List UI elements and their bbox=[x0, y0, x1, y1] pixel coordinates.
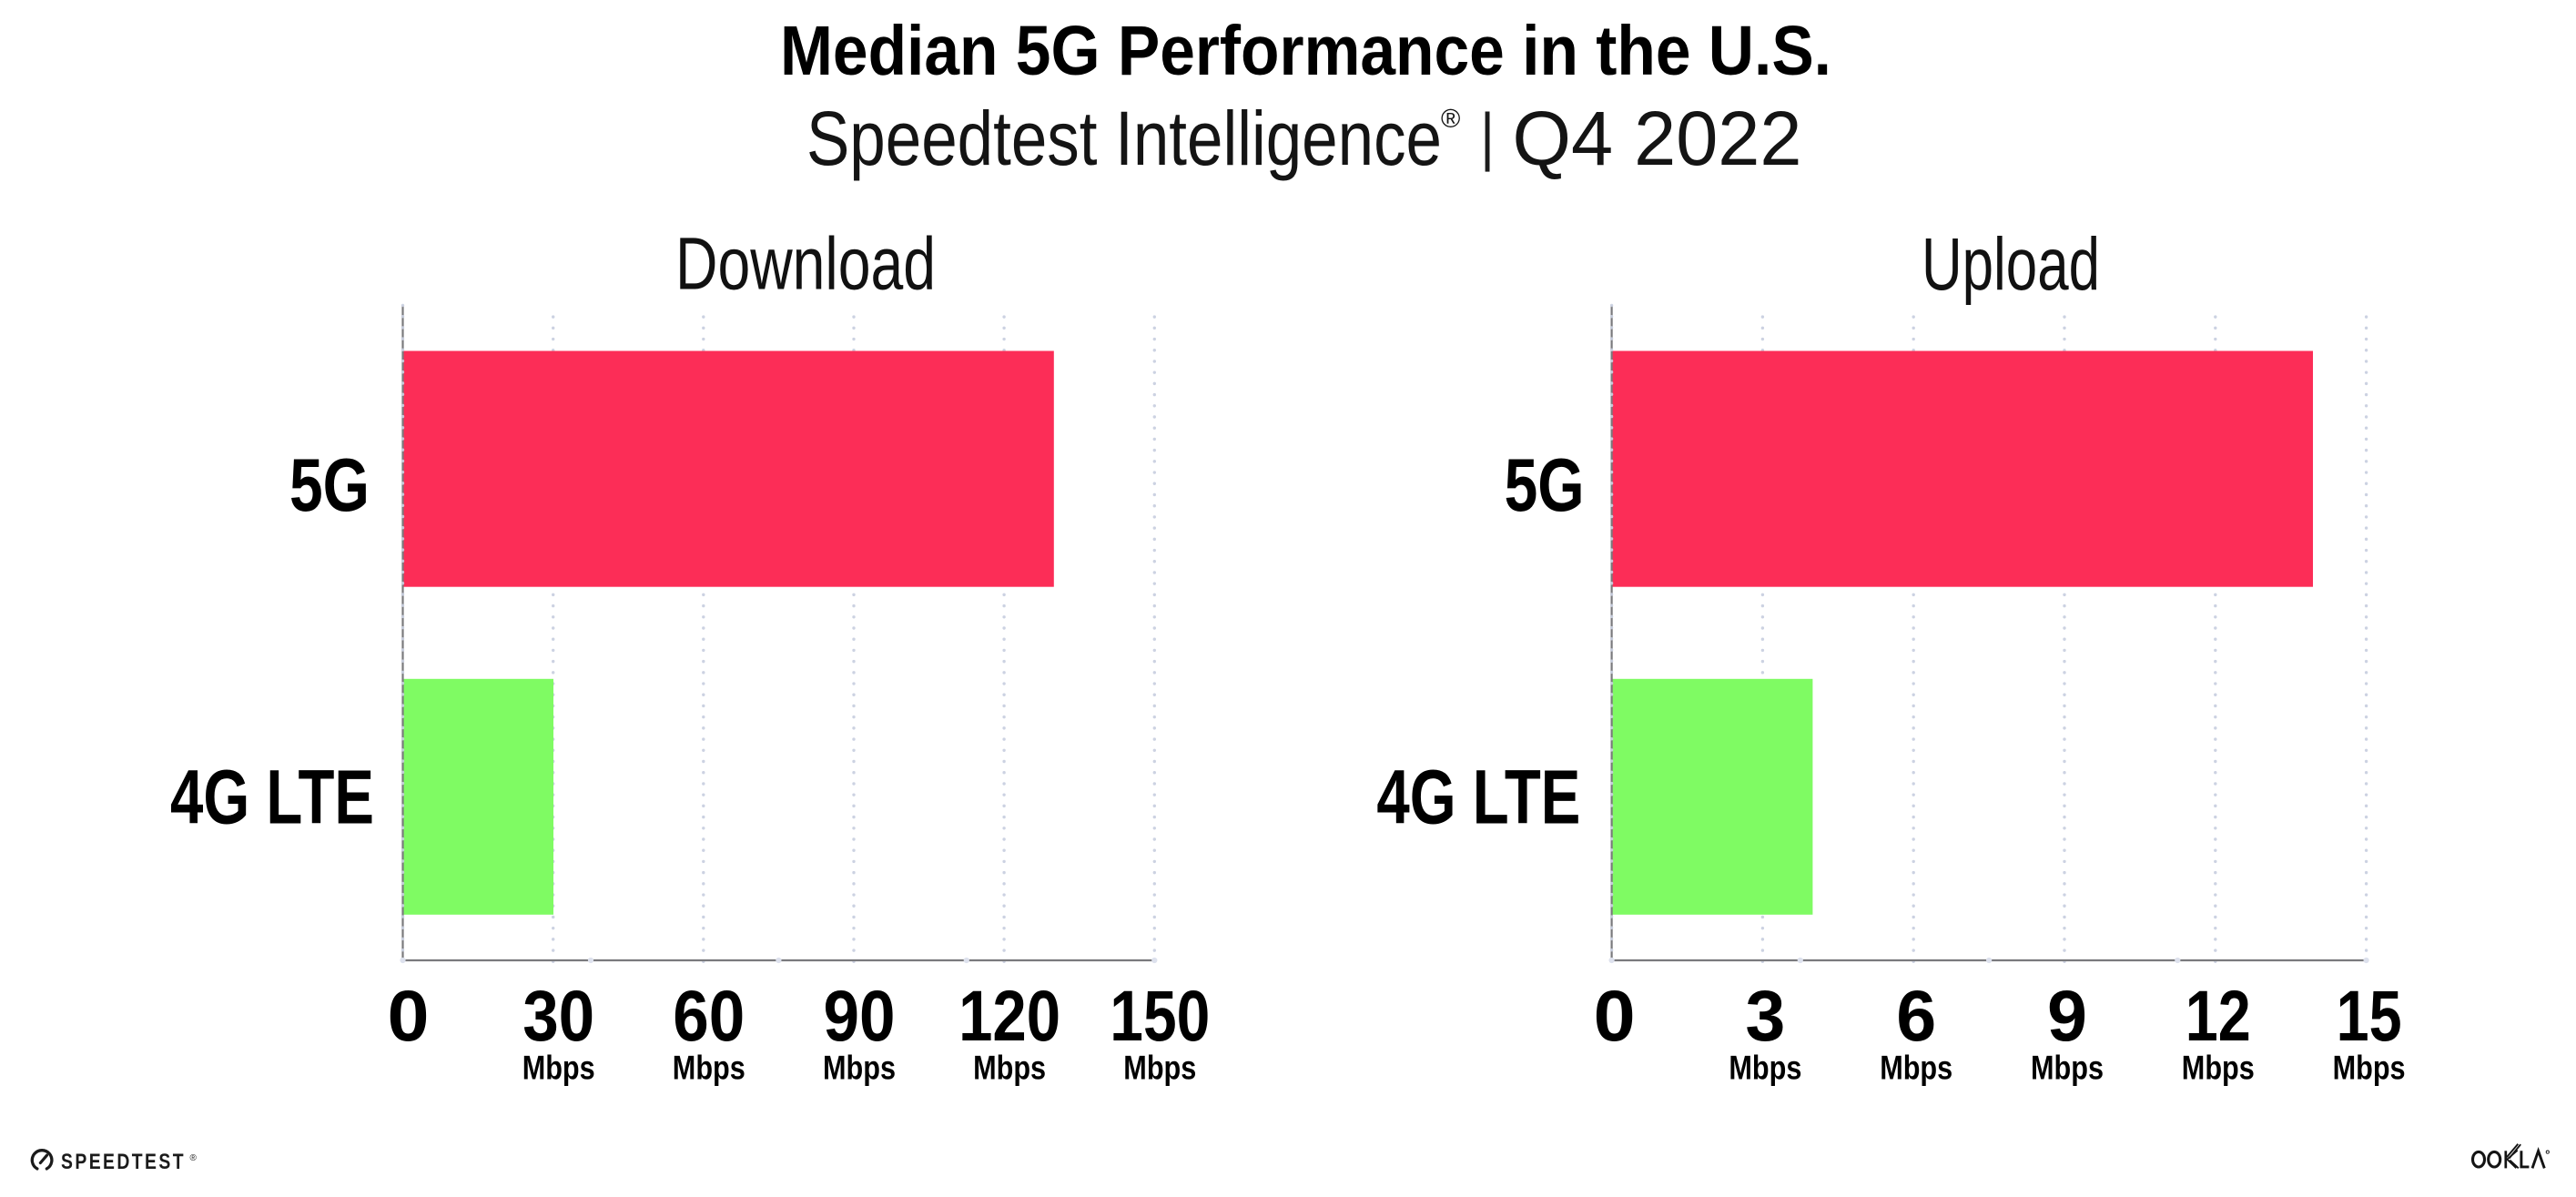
svg-text:Mbps: Mbps bbox=[2182, 1049, 2255, 1086]
svg-text:Mbps: Mbps bbox=[823, 1049, 896, 1086]
svg-text:0: 0 bbox=[1594, 975, 1636, 1056]
svg-text:Speedtest Intelligence: Speedtest Intelligence bbox=[806, 96, 1442, 181]
svg-text:Download: Download bbox=[675, 223, 936, 306]
svg-text:Mbps: Mbps bbox=[522, 1049, 595, 1086]
svg-text:SPEEDTEST: SPEEDTEST bbox=[61, 1150, 186, 1174]
svg-text:90: 90 bbox=[824, 975, 896, 1056]
svg-text:Mbps: Mbps bbox=[1729, 1049, 1801, 1086]
svg-text:9: 9 bbox=[2047, 975, 2087, 1056]
svg-text:Mbps: Mbps bbox=[2031, 1049, 2104, 1086]
svg-text:6: 6 bbox=[1896, 975, 1936, 1056]
svg-text:Q4 2022: Q4 2022 bbox=[1513, 96, 1802, 181]
svg-text:3: 3 bbox=[1745, 975, 1785, 1056]
svg-text:Mbps: Mbps bbox=[973, 1049, 1046, 1086]
svg-text:30: 30 bbox=[522, 975, 594, 1056]
svg-text:15: 15 bbox=[2337, 975, 2402, 1056]
svg-text:150: 150 bbox=[1110, 975, 1210, 1056]
svg-text:Mbps: Mbps bbox=[2333, 1049, 2406, 1086]
svg-text:®: ® bbox=[190, 1153, 198, 1163]
svg-text:Mbps: Mbps bbox=[1123, 1049, 1196, 1086]
svg-text:120: 120 bbox=[958, 975, 1060, 1056]
svg-text:60: 60 bbox=[673, 975, 745, 1056]
svg-text:0: 0 bbox=[388, 975, 430, 1056]
svg-text:4G LTE: 4G LTE bbox=[170, 754, 374, 839]
svg-text:4G LTE: 4G LTE bbox=[1376, 754, 1580, 839]
svg-text:Mbps: Mbps bbox=[1880, 1049, 1952, 1086]
svg-text:®: ® bbox=[1441, 105, 1460, 134]
svg-text:Upload: Upload bbox=[1922, 223, 2100, 306]
svg-text:Mbps: Mbps bbox=[673, 1049, 745, 1086]
svg-text:12: 12 bbox=[2186, 975, 2251, 1056]
svg-text:5G: 5G bbox=[1505, 442, 1585, 527]
svg-text:5G: 5G bbox=[289, 442, 370, 527]
svg-text:Median 5G Performance in the U: Median 5G Performance in the U.S. bbox=[780, 12, 1831, 90]
